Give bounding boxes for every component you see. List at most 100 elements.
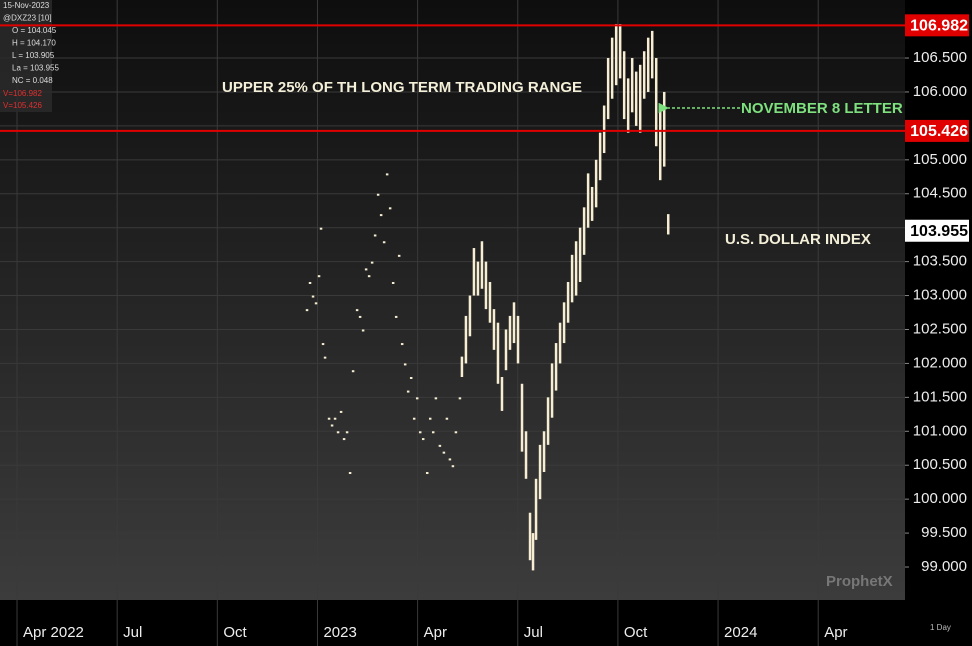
annotation: U.S. DOLLAR INDEX [725, 231, 871, 248]
price-bar [630, 58, 634, 113]
price-bar [566, 281, 570, 323]
price-bar [406, 390, 410, 393]
price-bar [480, 241, 484, 289]
price-bar [333, 417, 337, 420]
info-line: V=106.982 [3, 89, 42, 98]
price-bar [442, 451, 446, 454]
price-bar [642, 51, 646, 99]
price-bar [524, 431, 528, 479]
price-bar [512, 302, 516, 344]
price-bar [492, 309, 496, 350]
price-bar [504, 329, 508, 371]
price-bar [654, 58, 658, 147]
price-bar [500, 376, 504, 411]
x-tick-label: Apr 2022 [23, 624, 84, 641]
y-tick-label: 103.000 [913, 287, 967, 304]
price-bar [314, 302, 318, 305]
price-bar [367, 275, 371, 278]
y-tick-label: 100.000 [913, 490, 967, 507]
y-tick-label: 106.000 [913, 83, 967, 100]
price-bar [531, 533, 535, 571]
price-bar [311, 295, 315, 298]
price-bar [550, 363, 554, 418]
price-bar [464, 315, 468, 364]
price-bar [618, 24, 622, 79]
price-bar [534, 478, 538, 540]
price-bar [376, 193, 380, 196]
price-bar [554, 343, 558, 391]
price-bar [578, 227, 582, 282]
price-bar [361, 329, 365, 332]
price-label-box [905, 119, 969, 142]
info-text: O = 104.045 [12, 26, 57, 35]
price-bar [355, 309, 359, 312]
price-bar [339, 410, 343, 413]
price-label-box [905, 14, 969, 37]
y-tick-label: 102.000 [913, 354, 967, 371]
price-bar [385, 173, 389, 176]
x-tick-label: Jul [123, 624, 142, 641]
price-bar [415, 397, 419, 400]
x-tick-label: Jul [524, 624, 543, 641]
x-axis-panel [0, 600, 905, 646]
price-bar [626, 78, 630, 133]
price-bar [425, 472, 429, 475]
price-bar [562, 302, 566, 344]
y-tick-label: 99.500 [921, 524, 967, 541]
x-tick-label: 2023 [323, 624, 356, 641]
price-bar [400, 343, 404, 346]
price-bar [570, 254, 574, 303]
price-bar [582, 207, 586, 255]
price-bar [342, 438, 346, 441]
info-text: La = 103.955 [12, 64, 59, 73]
price-bar [345, 431, 349, 434]
price-bar [451, 465, 455, 468]
price-bar [646, 37, 650, 92]
x-tick-label: Oct [624, 624, 648, 641]
price-bar [370, 261, 374, 264]
y-tick-label: 104.500 [913, 185, 967, 202]
watermark: ProphetX [826, 573, 893, 590]
plot-background [0, 0, 905, 600]
price-bar [305, 309, 309, 312]
price-bar [658, 105, 662, 181]
price-bar [508, 315, 512, 350]
price-bar [379, 214, 383, 217]
info-text: 15-Nov-2023 [3, 1, 50, 10]
price-bar [330, 424, 334, 427]
info-box [0, 0, 52, 112]
price-bar [484, 261, 488, 310]
price-bar [454, 431, 458, 434]
price-bar [586, 173, 590, 228]
y-axis-panel [905, 0, 972, 646]
price-label: 106.982 [910, 18, 968, 35]
price-bar [622, 51, 626, 120]
info-text: NC = 0.048 [12, 76, 53, 85]
info-line: V=105.426 [3, 101, 42, 110]
price-bar [590, 186, 594, 221]
y-tick-label: 99.000 [921, 558, 967, 575]
price-bar [542, 431, 546, 473]
annotation: NOVEMBER 8 LETTER [741, 100, 903, 117]
price-label: 105.426 [910, 123, 968, 140]
price-bar [364, 268, 368, 271]
price-bar [528, 512, 532, 561]
y-tick-label: 101.000 [913, 422, 967, 439]
price-bar [496, 322, 500, 384]
interval-label: 1 Day [930, 623, 951, 632]
x-tick-label: Apr [424, 624, 447, 641]
price-bar [598, 132, 602, 181]
price-bar [594, 159, 598, 208]
x-tick-label: 2024 [724, 624, 757, 641]
y-tick-label: 106.500 [913, 49, 967, 66]
price-bar [606, 58, 610, 120]
price-bar [650, 30, 654, 79]
price-bar [418, 431, 422, 434]
price-bar [538, 444, 542, 500]
price-bar [327, 417, 331, 420]
price-bar [634, 71, 638, 126]
price-bar [388, 207, 392, 210]
price-bar [574, 241, 578, 296]
